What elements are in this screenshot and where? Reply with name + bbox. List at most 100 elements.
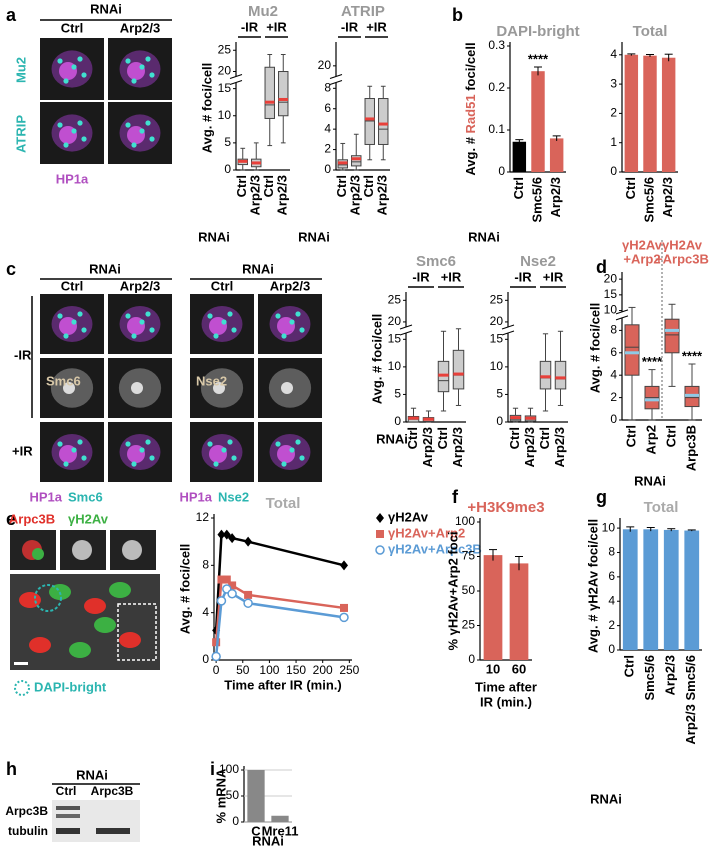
y-tick-label: 0	[498, 164, 505, 178]
focus	[57, 313, 63, 319]
marker	[216, 596, 227, 606]
bar	[661, 57, 676, 172]
x-tick-label: 10	[486, 661, 500, 676]
axis-break	[615, 309, 629, 315]
marker	[244, 590, 253, 599]
focus	[77, 439, 83, 445]
x-tick-label: 60	[512, 661, 526, 676]
marker	[222, 575, 231, 584]
significance: ****	[528, 51, 549, 66]
marker	[222, 529, 231, 540]
focus	[207, 441, 213, 447]
bar	[643, 55, 657, 172]
y-tick-label: 10	[604, 303, 618, 317]
x-tick-label: C	[251, 823, 261, 838]
focus	[149, 72, 155, 78]
axis-break	[399, 324, 413, 330]
y-tick-label: 8	[324, 80, 331, 94]
y-axis-label: % γH2Av+Arp2 foci	[445, 531, 460, 650]
focus	[119, 632, 141, 648]
box	[378, 98, 389, 145]
focus	[275, 441, 281, 447]
x-axis-label: RNAi	[590, 791, 622, 806]
axis-break-gap	[231, 76, 241, 83]
panel-letter: i	[210, 759, 215, 779]
focus	[281, 382, 293, 394]
y-axis-label: Avg. # foci/cell	[199, 63, 214, 154]
y-tick-label: 4	[608, 593, 615, 607]
x-tick-label: Arpc3B	[683, 425, 698, 471]
legend-marker	[376, 530, 384, 538]
channel-label: Arpc3B	[9, 511, 55, 526]
x-axis-label: RNAi	[198, 229, 230, 244]
bar	[549, 138, 564, 172]
x-tick-label: Arp2/3	[450, 427, 465, 467]
y-tick-label: 5	[224, 135, 231, 149]
y-axis-label: Avg. # Rad51 foci/cell	[463, 42, 478, 175]
x-tick-label: Arp2/3	[660, 177, 675, 217]
box	[452, 349, 465, 390]
focus	[139, 447, 145, 453]
chart-title: Total	[266, 495, 301, 512]
panel-letter: e	[6, 509, 16, 529]
focus	[81, 455, 87, 461]
panel-letter: a	[6, 5, 17, 25]
axis-break-gap	[331, 76, 341, 83]
group-label: +IR	[266, 19, 287, 34]
row-label: tubulin	[8, 824, 48, 838]
row-label: ATRIP	[13, 115, 28, 153]
header: RNAi	[89, 261, 121, 276]
panel-letter: c	[6, 259, 16, 279]
y-tick-label: 0	[202, 652, 209, 666]
bar	[512, 141, 527, 172]
box	[278, 71, 289, 117]
bar	[247, 770, 265, 822]
y-tick-label: 15	[218, 81, 232, 95]
chart-title: Mu2	[248, 3, 278, 20]
y-tick-label: 0	[610, 412, 617, 426]
x-axis-label: RNAi	[468, 229, 500, 244]
focus	[149, 136, 155, 142]
chart-title: Total	[633, 23, 668, 40]
y-tick-label: 2	[610, 390, 617, 404]
x-axis-label: IR (min.)	[480, 694, 532, 709]
focus	[295, 439, 301, 445]
significance: ****	[642, 354, 663, 369]
marker	[211, 651, 221, 662]
y-tick-label: 8	[608, 545, 615, 559]
x-tick-label: Ctrl	[663, 425, 678, 447]
y-tick-label: 0	[394, 414, 401, 428]
axis-break	[501, 324, 515, 330]
marker	[340, 560, 349, 571]
marker	[228, 581, 237, 590]
x-axis-label: RNAi	[376, 431, 408, 446]
focus	[131, 382, 143, 394]
x-tick-label: Ctrl	[623, 425, 638, 447]
y-tick-label: 10	[388, 359, 402, 373]
bar	[483, 555, 503, 660]
y-tick-label: 4	[610, 367, 617, 381]
focus	[131, 333, 137, 339]
line	[214, 533, 345, 631]
x-tick-label: 200	[313, 663, 333, 677]
bar	[643, 529, 659, 650]
focus	[289, 319, 295, 325]
x-tick-label: Mre11	[262, 823, 299, 838]
chart-title: +H3K9me3	[467, 499, 544, 516]
focus	[131, 78, 137, 84]
y-axis-label-part: foci/cell	[463, 42, 478, 94]
y-tick-label: 0.2	[488, 80, 505, 94]
blot-band	[56, 828, 80, 834]
focus	[149, 327, 155, 333]
x-tick-label: Ctrl	[334, 175, 349, 197]
focus	[221, 319, 227, 325]
group-label: -IR	[514, 269, 532, 284]
focus	[71, 447, 77, 453]
focus	[84, 598, 106, 614]
bar	[531, 71, 545, 172]
group-label: γH2Av	[662, 237, 703, 252]
x-tick-label: Smc5/6	[529, 177, 544, 223]
x-tick-label: Ctrl	[511, 177, 526, 199]
row-label: -IR	[14, 347, 32, 362]
